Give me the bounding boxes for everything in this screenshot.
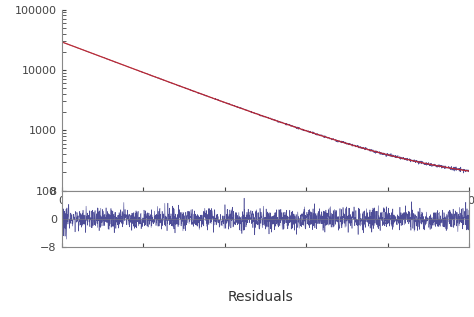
X-axis label: time / ms: time / ms	[236, 210, 295, 223]
Text: Residuals: Residuals	[228, 290, 293, 304]
